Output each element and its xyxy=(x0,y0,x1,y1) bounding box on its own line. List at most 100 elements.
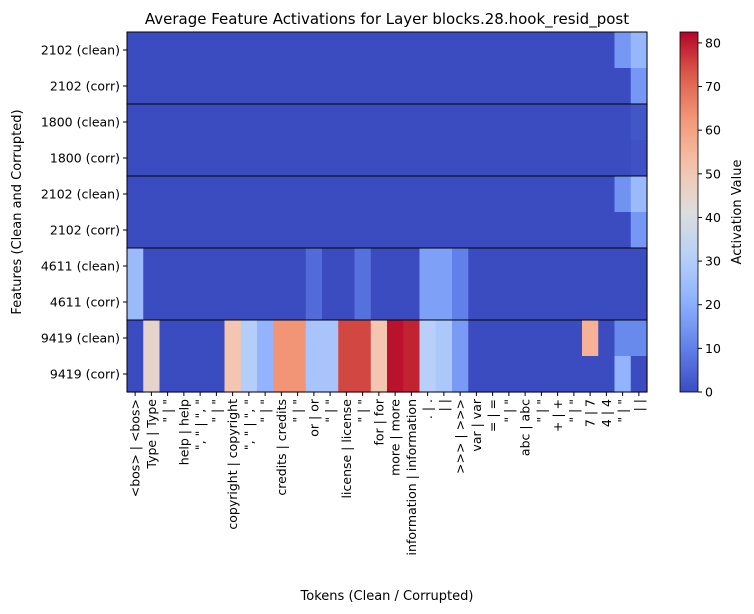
heatmap-cell xyxy=(354,320,372,357)
heatmap-cell xyxy=(582,32,599,69)
heatmap-cell xyxy=(370,176,388,213)
heatmap-cell xyxy=(387,284,404,321)
heatmap-cells xyxy=(127,32,648,393)
heatmap-cell xyxy=(224,248,242,285)
colorbar-ticks: 0 10 20 30 40 50 60 70 80 xyxy=(698,35,721,400)
x-tick-label: var | var xyxy=(469,398,484,451)
heatmap-cell xyxy=(192,320,209,357)
heatmap-cell xyxy=(240,68,258,105)
heatmap-cell xyxy=(614,32,632,69)
heatmap-cell xyxy=(322,68,339,105)
heatmap-cell xyxy=(305,212,323,249)
heatmap-cell xyxy=(517,320,534,357)
y-tick-label: 4611 (clean) xyxy=(41,259,120,274)
heatmap-cell xyxy=(289,320,307,357)
heatmap-cell xyxy=(598,212,616,249)
heatmap-cell xyxy=(500,176,518,213)
heatmap-cell xyxy=(598,140,616,177)
heatmap-cell xyxy=(484,68,502,105)
heatmap-cell xyxy=(387,320,404,357)
heatmap-cell xyxy=(370,104,388,141)
y-tick-label: 1800 (clean) xyxy=(41,115,120,130)
heatmap-cell xyxy=(257,248,274,285)
x-tick-label: " | " xyxy=(501,399,516,423)
heatmap-cell xyxy=(468,176,486,213)
heatmap-cell xyxy=(273,284,291,321)
heatmap-cell xyxy=(305,176,323,213)
heatmap-cell xyxy=(224,176,242,213)
heatmap-cell xyxy=(387,68,404,105)
heatmap-cell xyxy=(240,140,258,177)
heatmap-cell xyxy=(224,104,242,141)
heatmap-cell xyxy=(517,284,534,321)
heatmap-cell xyxy=(435,212,453,249)
heatmap-cell xyxy=(338,284,356,321)
heatmap-cell xyxy=(565,140,583,177)
heatmap-cell xyxy=(338,104,356,141)
heatmap-cell xyxy=(533,248,551,285)
heatmap-cell xyxy=(192,212,209,249)
heatmap-cell xyxy=(435,32,453,69)
y-tick-label: 1800 (corr) xyxy=(50,151,120,166)
heatmap-cell xyxy=(598,32,616,69)
heatmap-cell xyxy=(517,212,534,249)
heatmap-cell xyxy=(370,68,388,105)
heatmap-cell xyxy=(435,104,453,141)
heatmap-cell xyxy=(419,284,437,321)
heatmap-cell xyxy=(370,32,388,69)
heatmap-cell xyxy=(370,320,388,357)
heatmap-cell xyxy=(240,104,258,141)
x-tick-label: | | xyxy=(436,399,451,411)
heatmap-cell xyxy=(127,68,144,105)
y-axis-label: Features (Clean and Corrupted) xyxy=(10,109,25,314)
x-tick-label: 7 | 7 xyxy=(583,399,598,427)
heatmap-cell xyxy=(435,284,453,321)
heatmap-cell xyxy=(484,248,502,285)
heatmap-cell xyxy=(289,356,307,393)
colorbar-tick-label: 60 xyxy=(705,123,721,138)
heatmap-cell xyxy=(338,356,356,393)
heatmap-cell xyxy=(598,176,616,213)
heatmap-cell xyxy=(208,356,226,393)
heatmap-cell xyxy=(257,176,274,213)
heatmap-cell xyxy=(403,248,421,285)
heatmap-cell xyxy=(500,32,518,69)
heatmap-cell xyxy=(614,248,632,285)
heatmap-cell xyxy=(159,356,177,393)
heatmap-cell xyxy=(403,104,421,141)
heatmap-cell xyxy=(435,176,453,213)
heatmap-cell xyxy=(565,212,583,249)
colorbar-tick-label: 40 xyxy=(705,210,721,225)
heatmap-cell xyxy=(565,176,583,213)
heatmap-cell xyxy=(143,356,161,393)
heatmap-cell xyxy=(305,140,323,177)
heatmap-cell xyxy=(484,212,502,249)
heatmap-cell xyxy=(273,212,291,249)
colorbar-tick-label: 80 xyxy=(705,35,721,50)
x-tick-label: more | more xyxy=(388,399,403,476)
heatmap-cell xyxy=(435,140,453,177)
heatmap-cell xyxy=(484,320,502,357)
heatmap-cell xyxy=(322,212,339,249)
heatmap-cell xyxy=(370,212,388,249)
heatmap-cell xyxy=(549,248,567,285)
heatmap-cell xyxy=(387,248,404,285)
x-tick-label: ", " | ", " xyxy=(193,399,208,450)
x-tick-label: credits | credits xyxy=(274,399,289,496)
heatmap-cell xyxy=(289,104,307,141)
x-tick-label: or | or xyxy=(306,398,321,437)
heatmap-cell xyxy=(224,140,242,177)
heatmap-cell xyxy=(354,356,372,393)
heatmap-cell xyxy=(403,68,421,105)
x-tick-label: " | " xyxy=(258,399,273,423)
heatmap-cell xyxy=(500,320,518,357)
heatmap-cell xyxy=(240,176,258,213)
heatmap-cell xyxy=(468,68,486,105)
y-tick-label: 2102 (clean) xyxy=(41,187,120,202)
heatmap-cell xyxy=(192,176,209,213)
heatmap-cell xyxy=(468,320,486,357)
heatmap-cell xyxy=(175,68,193,105)
x-tick-label: " | " xyxy=(566,399,581,423)
heatmap-cell xyxy=(403,212,421,249)
